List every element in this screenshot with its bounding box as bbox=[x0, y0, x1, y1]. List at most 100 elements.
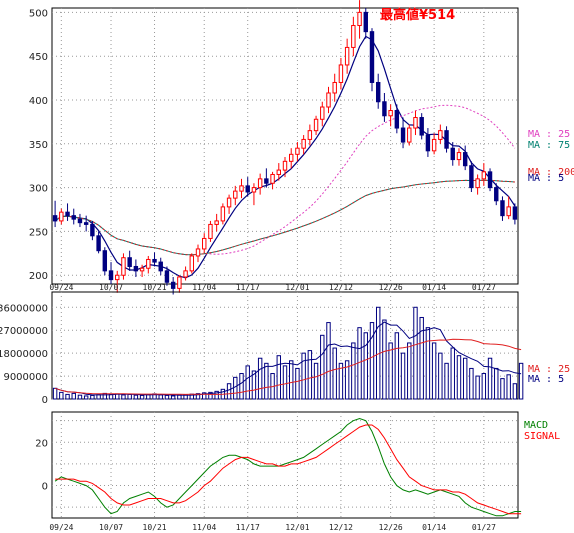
candle-body bbox=[494, 187, 499, 202]
candle-body bbox=[320, 106, 325, 120]
volume-bar bbox=[351, 342, 356, 400]
volume-bar bbox=[512, 383, 518, 400]
volume-bar bbox=[257, 357, 263, 400]
price-x-tick-label: 12/01 bbox=[285, 283, 309, 292]
volume-bar bbox=[487, 357, 493, 400]
volume-ma25-line bbox=[54, 338, 522, 395]
volume-bar bbox=[481, 373, 487, 400]
high-price-annotation: 最高値¥514 bbox=[380, 7, 455, 23]
candle-body bbox=[363, 11, 368, 33]
volume-bar bbox=[195, 393, 201, 400]
volume-ma-label: MA : 25 bbox=[528, 364, 570, 375]
volume-bar bbox=[214, 390, 219, 400]
macd-x-tick-label: 12/12 bbox=[329, 523, 353, 532]
candle-body bbox=[369, 31, 375, 83]
price-y-tick-label: 250 bbox=[29, 227, 48, 238]
candle-body bbox=[121, 257, 126, 276]
candle-body bbox=[431, 138, 437, 152]
macd-lines bbox=[54, 417, 522, 517]
volume-moving-averages bbox=[54, 321, 522, 396]
candle-body bbox=[152, 258, 157, 263]
volume-bar bbox=[369, 322, 375, 400]
candle-body bbox=[450, 147, 455, 161]
price-x-tick-label: 11/04 bbox=[192, 283, 216, 292]
volume-bar bbox=[158, 394, 163, 400]
volume-y-tick-label: 0 bbox=[42, 395, 48, 406]
price-ma-label: MA : 25 bbox=[528, 129, 570, 140]
candle-body bbox=[226, 197, 232, 208]
volume-bar bbox=[518, 362, 524, 400]
price-ma-label: MA : 5 bbox=[528, 173, 564, 184]
price-y-tick-label: 300 bbox=[29, 184, 48, 195]
candle-body bbox=[71, 215, 76, 220]
candle-body bbox=[487, 171, 493, 189]
price-x-tick-label: 09/24 bbox=[49, 283, 73, 292]
volume-bar bbox=[164, 394, 170, 400]
price-y-tick-label: 400 bbox=[29, 96, 48, 107]
candle-body bbox=[146, 258, 151, 269]
candle-body bbox=[332, 81, 337, 94]
candle-body bbox=[344, 46, 350, 66]
candle-body bbox=[313, 118, 319, 132]
volume-bar bbox=[83, 395, 89, 400]
candle-body bbox=[214, 220, 219, 225]
volume-bar bbox=[494, 367, 499, 400]
candle-body bbox=[400, 127, 406, 143]
candle-body bbox=[500, 200, 505, 217]
candle-body bbox=[90, 223, 95, 237]
volume-y-tick-label: 9000000 bbox=[3, 372, 48, 383]
candle-body bbox=[301, 138, 306, 149]
volume-bar bbox=[133, 394, 139, 400]
candle-body bbox=[456, 152, 462, 161]
candle-body bbox=[77, 218, 83, 224]
candle-body bbox=[65, 211, 70, 217]
candle-body bbox=[177, 276, 182, 289]
volume-bar bbox=[90, 394, 95, 400]
candle-body bbox=[394, 110, 400, 129]
price-y-ticks: 200 250 300 350 400 450 500 bbox=[29, 8, 48, 282]
candle-body bbox=[133, 265, 139, 272]
candle-body bbox=[233, 190, 238, 199]
candle-body bbox=[413, 117, 418, 129]
candle-body bbox=[115, 274, 120, 281]
volume-bar bbox=[500, 378, 505, 400]
volume-bar bbox=[338, 362, 344, 400]
macd-panel-frame bbox=[51, 411, 519, 519]
macd-x-tick-label: 01/14 bbox=[422, 523, 446, 532]
price-ma-label: MA : 75 bbox=[528, 140, 570, 151]
macd-y-tick-label: 20 bbox=[35, 438, 48, 449]
volume-y-tick-label: 27000000 bbox=[0, 326, 48, 337]
macd-x-ticks: 09/24 10/07 10/21 11/04 11/17 12/01 12/12 12/26… bbox=[49, 523, 496, 532]
volume-bar bbox=[71, 392, 76, 400]
candle-body bbox=[276, 169, 281, 175]
macd-x-tick-label: 09/24 bbox=[49, 523, 73, 532]
candle-body bbox=[419, 117, 424, 136]
candle-body bbox=[183, 270, 188, 278]
volume-bar bbox=[52, 387, 58, 400]
volume-bar bbox=[313, 362, 319, 400]
price-panel-frame bbox=[51, 7, 519, 285]
volume-y-tick-label: 18000000 bbox=[0, 349, 48, 360]
price-x-tick-label: 11/17 bbox=[236, 283, 260, 292]
macd-x-tick-label: 11/17 bbox=[236, 523, 260, 532]
macd-x-tick-label: 12/01 bbox=[285, 523, 309, 532]
candle-body bbox=[326, 92, 331, 108]
price-x-tick-label: 12/26 bbox=[379, 283, 403, 292]
candle-body bbox=[351, 25, 356, 48]
candle-body bbox=[425, 134, 431, 152]
volume-bar bbox=[394, 332, 400, 400]
price-y-tick-label: 200 bbox=[29, 271, 48, 282]
volume-bar bbox=[276, 355, 281, 400]
candle-body bbox=[282, 160, 288, 171]
price-x-tick-label: 10/21 bbox=[143, 283, 167, 292]
volume-bar bbox=[127, 393, 132, 400]
volume-bar bbox=[239, 373, 244, 400]
candle-body bbox=[444, 130, 449, 149]
volume-bar bbox=[289, 360, 294, 400]
candle-body bbox=[307, 130, 313, 140]
volume-bar bbox=[59, 391, 64, 400]
volume-bar bbox=[450, 347, 455, 400]
